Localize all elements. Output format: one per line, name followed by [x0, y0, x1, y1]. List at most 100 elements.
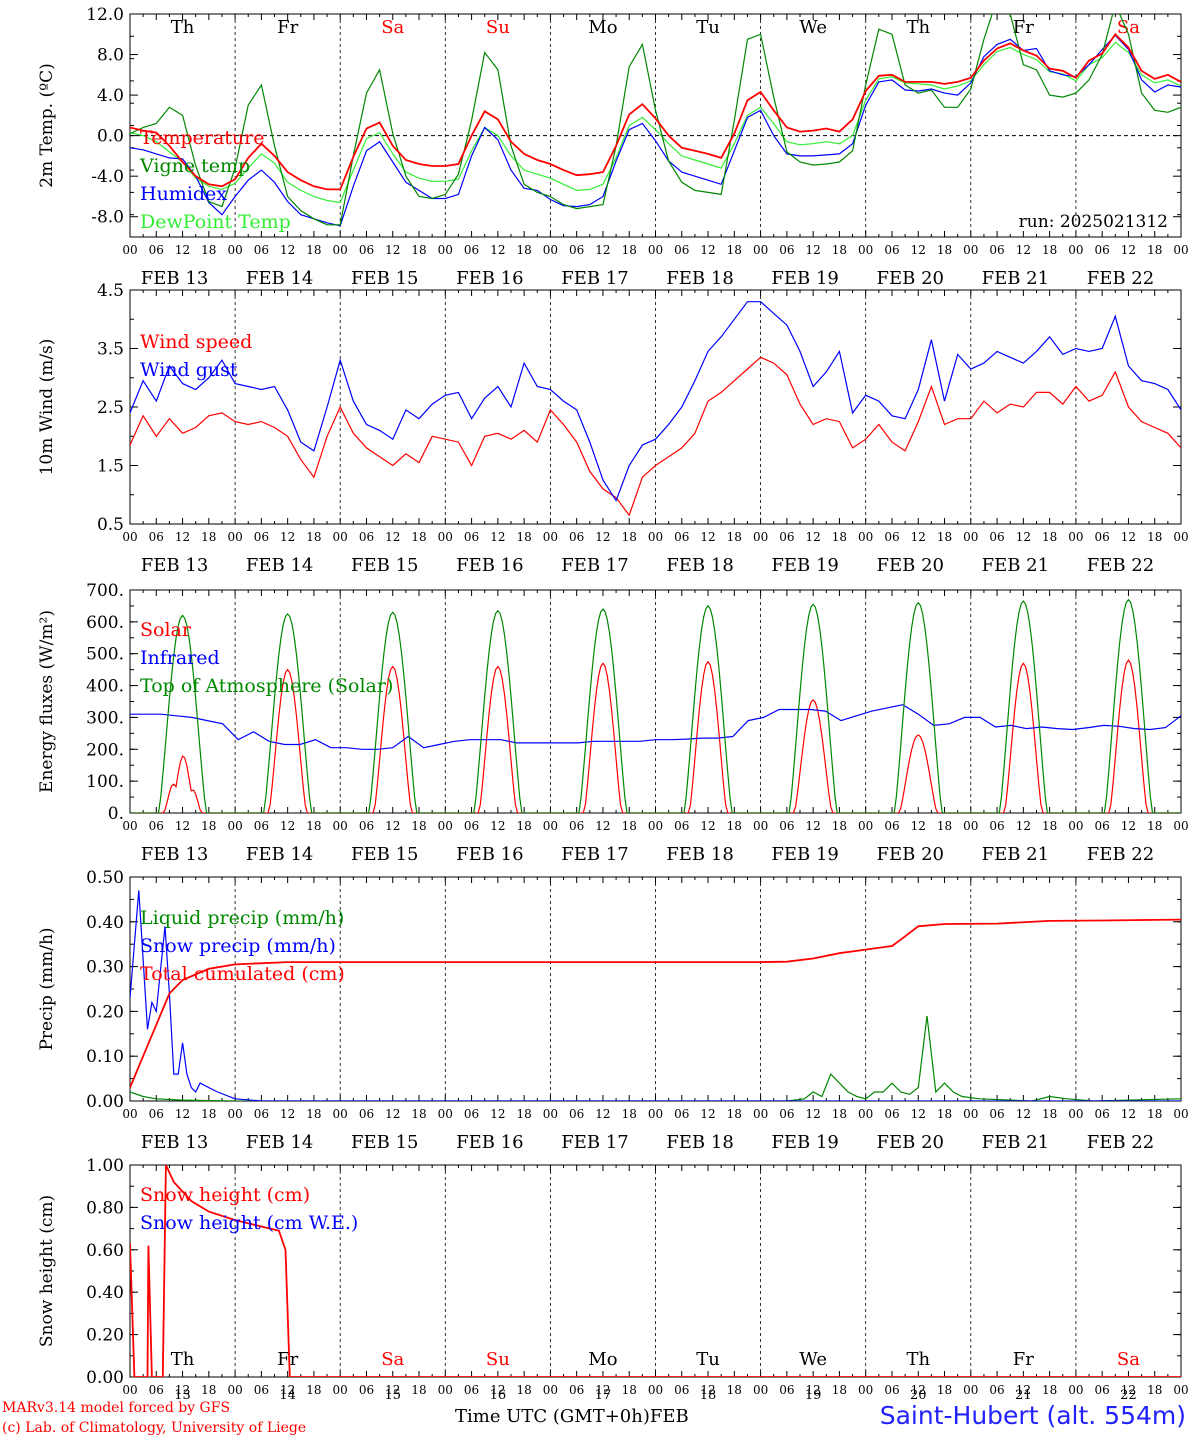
y-axis-label: 2m Temp. (ºC): [37, 63, 57, 188]
hour-tick-label: 18: [1042, 530, 1057, 544]
day-number-label: 19: [805, 1388, 822, 1403]
hour-tick-label: 06: [254, 1107, 269, 1121]
hour-tick-label: 06: [1095, 1107, 1110, 1121]
hour-tick-label: 12: [175, 1383, 190, 1397]
hour-tick-label: 06: [1095, 1383, 1110, 1397]
hour-tick-label: 18: [306, 1107, 321, 1121]
hour-tick-label: 06: [989, 819, 1004, 833]
y-tick-label: 0.20: [86, 1002, 124, 1022]
y-tick-label: 0.40: [86, 913, 124, 933]
hour-tick-label: 12: [700, 530, 715, 544]
hour-tick-label: 06: [779, 1383, 794, 1397]
hour-tick-label: 18: [306, 530, 321, 544]
y-tick-label: 0.5: [97, 515, 124, 535]
hour-tick-label: 12: [1016, 243, 1031, 257]
hour-tick-label: 18: [1147, 243, 1162, 257]
hour-tick-label: 18: [411, 1107, 426, 1121]
hour-tick-label: 18: [411, 1383, 426, 1397]
weekday-label: Mo: [588, 1349, 617, 1370]
hour-tick-label: 12: [595, 530, 610, 544]
hour-tick-label: 18: [411, 819, 426, 833]
hour-tick-label: 12: [911, 1383, 926, 1397]
hour-tick-label: 00: [753, 530, 768, 544]
hour-tick-label: 12: [1016, 819, 1031, 833]
y-tick-label: 0.40: [86, 1283, 124, 1303]
date-label: FEB 14: [246, 1132, 313, 1153]
hour-tick-label: 06: [464, 1107, 479, 1121]
series-line: [130, 1165, 1181, 1377]
y-tick-label: -4.0: [91, 167, 124, 187]
hour-tick-label: 18: [411, 530, 426, 544]
hour-tick-label: 18: [937, 1383, 952, 1397]
y-tick-label: -8.0: [91, 208, 124, 228]
hour-tick-label: 18: [1147, 1383, 1162, 1397]
hour-tick-label: 06: [989, 1383, 1004, 1397]
y-axis-label: Precip (mm/h): [37, 927, 57, 1050]
hour-tick-label: 18: [622, 1383, 637, 1397]
hour-tick-label: 12: [911, 243, 926, 257]
hour-tick-label: 06: [1095, 530, 1110, 544]
plot-frame: [129, 589, 1182, 814]
hour-tick-label: 06: [149, 530, 164, 544]
hour-tick-label: 12: [280, 819, 295, 833]
hour-tick-label: 12: [1121, 243, 1136, 257]
weekday-label: Su: [486, 17, 510, 38]
hour-tick-label: 06: [569, 243, 584, 257]
series-line: [130, 41, 1181, 204]
hour-tick-label: 00: [333, 530, 348, 544]
hour-tick-label: 18: [622, 243, 637, 257]
hour-tick-label: 12: [595, 1383, 610, 1397]
hour-tick-label: 18: [1042, 1383, 1057, 1397]
hour-tick-label: 12: [490, 1107, 505, 1121]
y-tick-label: 0.0: [97, 127, 124, 147]
hour-tick-label: 00: [122, 243, 137, 257]
weekday-label: Fr: [277, 17, 298, 38]
hour-tick-label: 18: [516, 243, 531, 257]
series-line: [130, 356, 1181, 517]
hour-tick-label: 00: [858, 243, 873, 257]
legend-entry: Temperature: [140, 127, 264, 149]
y-tick-label: 0.10: [86, 1047, 124, 1067]
date-label: FEB 21: [982, 844, 1049, 865]
hour-tick-label: 00: [543, 243, 558, 257]
hour-tick-label: 06: [149, 819, 164, 833]
day-number-label: 20: [910, 1388, 927, 1403]
hour-tick-label: 12: [490, 819, 505, 833]
weekday-label: We: [799, 1349, 827, 1370]
hour-tick-label: 18: [516, 819, 531, 833]
hour-tick-label: 06: [464, 530, 479, 544]
hour-tick-label: 18: [727, 1383, 742, 1397]
date-label: FEB 22: [1087, 555, 1154, 576]
station-title: Saint-Hubert (alt. 554m): [879, 1401, 1186, 1430]
weekday-label: Sa: [381, 1349, 404, 1370]
y-tick-label: 4.5: [97, 281, 124, 301]
hour-tick-label: 18: [832, 819, 847, 833]
day-number-label: 18: [700, 1388, 717, 1403]
hour-tick-label: 12: [385, 243, 400, 257]
hour-tick-label: 18: [1147, 530, 1162, 544]
day-number-label: 15: [384, 1388, 401, 1403]
y-tick-label: 0.00: [86, 1368, 124, 1388]
legend-entry: Total cumulated (cm): [140, 963, 345, 985]
hour-tick-label: 06: [359, 243, 374, 257]
weekday-label: Sa: [381, 17, 404, 38]
hour-tick-label: 06: [779, 1107, 794, 1121]
hour-tick-label: 18: [1042, 243, 1057, 257]
y-tick-label: 0.60: [86, 1241, 124, 1261]
weekday-label: Fr: [277, 1349, 298, 1370]
hour-tick-label: 12: [385, 1107, 400, 1121]
date-label: FEB 14: [246, 844, 313, 865]
day-number-label: 17: [595, 1388, 612, 1403]
hour-tick-label: 18: [201, 819, 216, 833]
hour-tick-label: 12: [490, 243, 505, 257]
hour-tick-label: 06: [569, 1107, 584, 1121]
hour-tick-label: 00: [333, 1383, 348, 1397]
y-tick-label: 500.: [86, 645, 124, 665]
hour-tick-label: 00: [438, 243, 453, 257]
date-label: FEB 18: [666, 555, 733, 576]
hour-tick-label: 18: [832, 1107, 847, 1121]
date-label: FEB 22: [1087, 1132, 1154, 1153]
hour-tick-label: 00: [648, 530, 663, 544]
hour-tick-label: 18: [201, 530, 216, 544]
series-line: [130, 1015, 1181, 1101]
